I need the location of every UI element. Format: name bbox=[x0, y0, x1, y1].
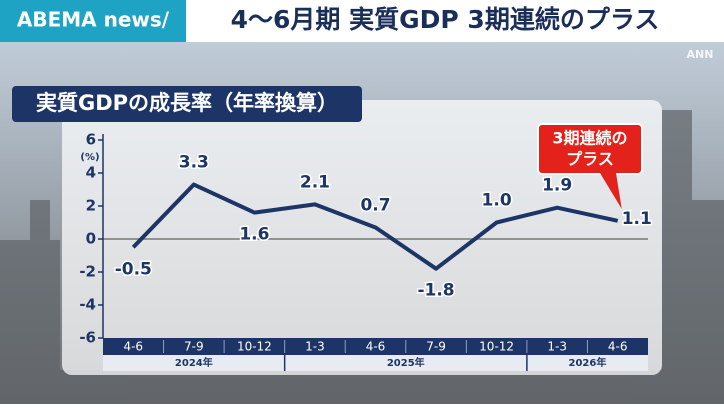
plot: 6 4 2 0 -2 -4 -6 4-6 7-9 10-12 1-3 4-6 7-9 10-12 1-3 4-… bbox=[79, 123, 653, 371]
annotation: 3期連続の bbox=[552, 129, 627, 148]
value-label: 2.1 bbox=[300, 172, 330, 192]
y-tick-label: -6 bbox=[79, 329, 96, 347]
y-tick-label: 2 bbox=[86, 197, 96, 215]
value-label: 1.9 bbox=[542, 176, 572, 196]
logo-box bbox=[0, 0, 186, 42]
logo: ABEMA news/ bbox=[17, 8, 170, 32]
value-label: -0.5 bbox=[115, 259, 152, 279]
year-label: 2026年 bbox=[569, 356, 607, 369]
annotation-box bbox=[537, 123, 643, 175]
category-band bbox=[103, 338, 648, 355]
year-label: 2024年 bbox=[175, 356, 213, 369]
x-tick-label: 7-9 bbox=[426, 340, 446, 354]
watermark: ANN bbox=[687, 48, 714, 61]
chart-title: 実質GDPの成長率（年率換算） bbox=[36, 91, 338, 115]
annotation-pointer bbox=[600, 173, 622, 209]
value-label: 1.1 bbox=[622, 209, 652, 229]
value-label: -1.8 bbox=[417, 281, 454, 301]
y-tick-label: -2 bbox=[79, 263, 96, 281]
x-tick-label: 4-6 bbox=[608, 340, 628, 354]
value-label: 1.6 bbox=[239, 225, 269, 245]
x-tick-label: 1-3 bbox=[547, 340, 567, 354]
value-label: 0.7 bbox=[360, 195, 390, 215]
chart-panel bbox=[62, 100, 662, 375]
y-tick-label: -4 bbox=[79, 296, 96, 314]
city-silhouette bbox=[0, 110, 724, 404]
x-tick-label: 4-6 bbox=[366, 340, 386, 354]
data-line bbox=[131, 182, 619, 271]
year-label: 2025年 bbox=[387, 356, 425, 369]
value-label: 3.3 bbox=[179, 153, 209, 173]
value-label: 1.0 bbox=[482, 191, 512, 211]
y-tick-label: 4 bbox=[86, 164, 96, 182]
annotation: プラス bbox=[566, 150, 614, 169]
y-tick-label: 0 bbox=[86, 230, 96, 248]
chart-title-box bbox=[12, 86, 362, 122]
y-tick-label: 6 bbox=[86, 131, 96, 149]
x-tick-label: 1-3 bbox=[305, 340, 325, 354]
x-tick-label: 10-12 bbox=[479, 340, 514, 354]
x-tick-label: 10-12 bbox=[237, 340, 272, 354]
y-unit: (%) bbox=[80, 152, 99, 163]
x-tick-label: 7-9 bbox=[184, 340, 204, 354]
year-band bbox=[103, 355, 648, 371]
x-tick-label: 4-6 bbox=[123, 340, 143, 354]
headline: 4〜6月期 実質GDP 3期連続のプラス bbox=[231, 5, 660, 34]
